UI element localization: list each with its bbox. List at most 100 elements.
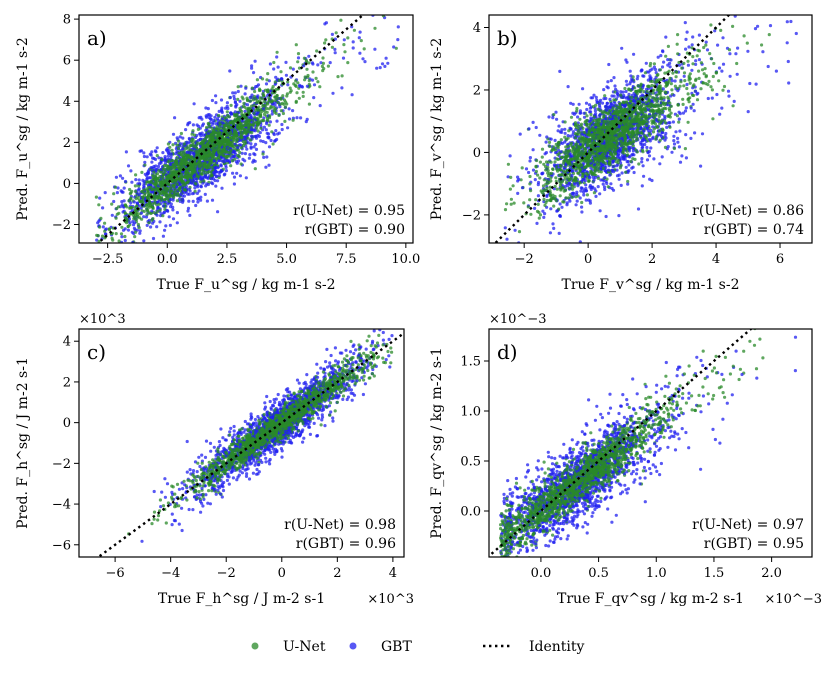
gbt-point <box>136 188 141 192</box>
gbt-point <box>273 82 277 86</box>
gbt-point <box>219 98 224 102</box>
gbt-point <box>565 201 569 205</box>
unet-point <box>239 146 244 150</box>
unet-point <box>275 93 279 98</box>
unet-point <box>277 113 281 117</box>
gbt-point <box>548 231 553 235</box>
unet-point <box>94 195 98 199</box>
unet-point <box>208 137 212 141</box>
gbt-point <box>715 92 719 97</box>
gbt-point <box>753 27 758 31</box>
unet-point <box>191 140 195 145</box>
unet-point <box>215 135 219 139</box>
unet-point <box>242 128 246 132</box>
gbt-point <box>173 116 177 120</box>
y-tick-label: 6 <box>63 54 71 69</box>
gbt-point <box>632 52 636 56</box>
unet-point <box>160 157 164 162</box>
gbt-point <box>556 148 561 152</box>
unet-point <box>657 129 662 133</box>
gbt-point <box>181 200 185 204</box>
unet-point <box>265 118 269 122</box>
gbt-point <box>268 120 272 124</box>
unet-point <box>346 36 350 40</box>
gbt-point <box>209 114 213 118</box>
gbt-point <box>720 106 724 110</box>
unet-point <box>219 150 223 154</box>
unet-point <box>171 143 175 147</box>
unet-point <box>161 172 165 176</box>
unet-point <box>207 122 211 126</box>
unet-point <box>635 150 639 154</box>
unet-point <box>174 159 178 163</box>
gbt-point <box>188 213 192 217</box>
unet-point <box>145 196 150 200</box>
unet-point <box>123 234 127 239</box>
gbt-point <box>246 141 250 145</box>
unet-point <box>129 206 133 210</box>
unet-point <box>286 80 290 84</box>
unet-point <box>214 157 218 161</box>
gbt-point <box>538 133 542 137</box>
unet-point <box>708 52 712 56</box>
gbt-point <box>672 139 676 143</box>
gbt-point <box>166 202 170 206</box>
unet-point <box>179 131 183 136</box>
gbt-point <box>171 205 175 209</box>
gbt-point <box>296 56 301 60</box>
unet-point <box>103 221 107 225</box>
unet-point <box>271 85 275 89</box>
gbt-point <box>186 206 191 210</box>
gbt-point <box>554 110 558 114</box>
gbt-point <box>233 110 237 114</box>
unet-point <box>270 91 275 95</box>
unet-point <box>107 227 111 231</box>
gbt-point <box>225 118 229 122</box>
unet-point <box>176 177 180 181</box>
unet-point <box>152 170 156 174</box>
unet-point <box>246 136 250 140</box>
unet-point <box>296 60 300 64</box>
gbt-point <box>261 139 265 144</box>
gbt-point <box>149 176 153 180</box>
gbt-point <box>375 66 379 70</box>
unet-point <box>587 125 591 130</box>
unet-point <box>188 162 192 166</box>
y-tick-label: 4 <box>63 95 71 110</box>
gbt-point <box>169 197 173 202</box>
gbt-point <box>155 225 159 229</box>
unet-point <box>255 78 259 82</box>
unet-point <box>214 127 218 131</box>
unet-point <box>175 155 179 159</box>
unet-point <box>193 167 197 171</box>
unet-point <box>217 113 221 118</box>
gbt-point <box>195 123 199 127</box>
gbt-point <box>174 152 178 156</box>
gbt-point <box>132 226 136 230</box>
unet-point <box>166 142 170 146</box>
correlation-annotation: r(GBT) = 0.90 <box>305 222 405 238</box>
unet-point <box>171 162 175 167</box>
gbt-point <box>139 206 143 210</box>
gbt-point <box>253 59 257 63</box>
unet-point <box>318 85 322 89</box>
unet-point <box>252 94 257 99</box>
unet-point <box>183 175 187 179</box>
gbt-point <box>264 128 268 132</box>
gbt-point <box>668 65 672 69</box>
gbt-point <box>717 66 722 70</box>
gbt-point <box>578 196 582 200</box>
gbt-point <box>351 40 355 44</box>
gbt-point <box>316 63 320 67</box>
unet-point <box>371 5 374 8</box>
gbt-point <box>543 212 547 216</box>
gbt-point <box>545 193 549 197</box>
gbt-point <box>164 224 168 228</box>
gbt-point <box>351 46 355 50</box>
unet-point <box>520 166 524 170</box>
unet-point <box>230 159 234 163</box>
gbt-point <box>384 56 388 60</box>
unet-point <box>276 100 280 105</box>
unet-point <box>249 138 253 142</box>
unet-point <box>339 18 343 22</box>
